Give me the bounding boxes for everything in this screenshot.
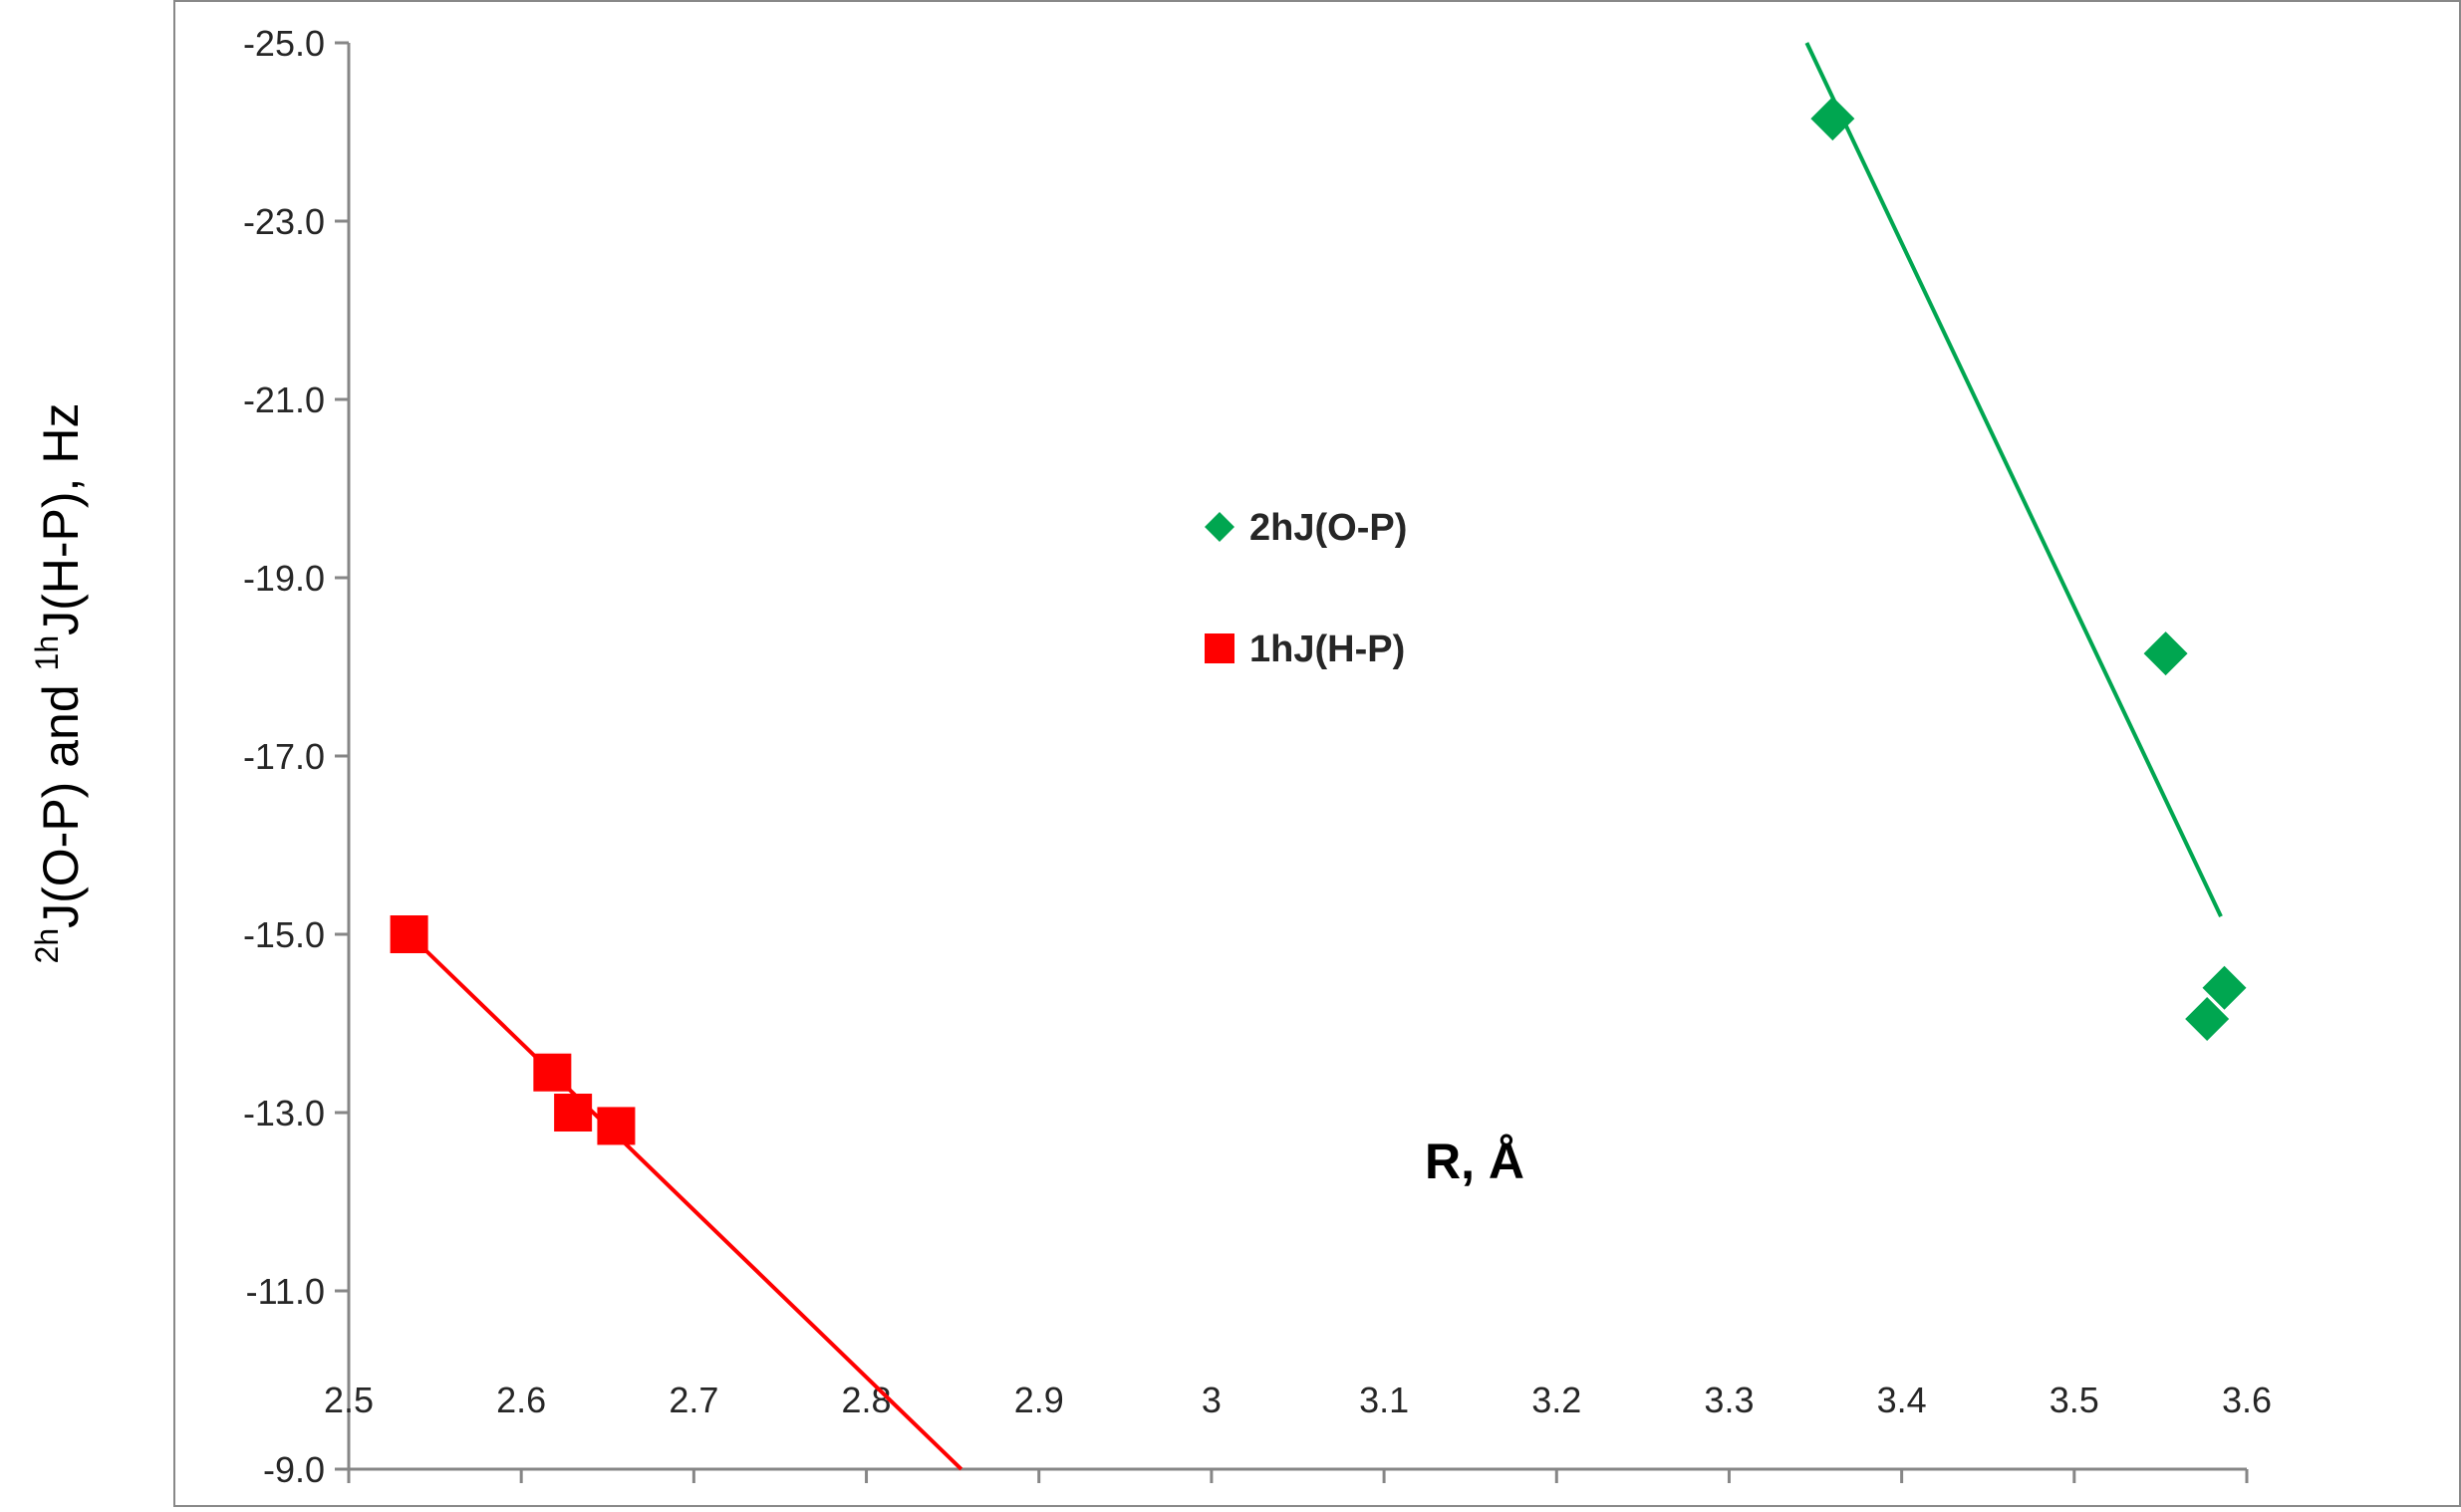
- y-tick-label: -21.0: [243, 379, 325, 420]
- trendline-series-1: [1804, 42, 2223, 917]
- y-tick-label: -13.0: [243, 1093, 325, 1134]
- x-tick-label: 3: [1202, 1380, 1222, 1420]
- data-point-square: [554, 1094, 593, 1132]
- x-tick-label: 3.5: [2050, 1380, 2099, 1420]
- x-tick-label: 3.3: [1704, 1380, 1754, 1420]
- x-tick-label: 3.4: [1877, 1380, 1927, 1420]
- x-tick-label: 3.1: [1359, 1380, 1409, 1420]
- y-tick-label: -15.0: [243, 914, 325, 955]
- y-axis-title-part-1: J(O-P) and: [33, 670, 89, 927]
- data-point-square: [533, 1053, 572, 1092]
- data-point-square: [390, 915, 428, 953]
- x-axis-title: R, Å: [1425, 1134, 1524, 1189]
- x-tick-label: 3.2: [1531, 1380, 1581, 1420]
- data-point-diamond: [2202, 965, 2247, 1010]
- y-tick-label: -23.0: [243, 201, 325, 242]
- legend-marker-diamond: [1205, 512, 1234, 542]
- x-tick-label: 3.6: [2222, 1380, 2272, 1420]
- chart-area-border: [173, 0, 2461, 1507]
- x-tick-label: 2.5: [324, 1380, 374, 1420]
- y-tick-label: -11.0: [246, 1271, 325, 1312]
- trendline-series-2: [408, 932, 963, 1471]
- x-tick-label: 2.7: [669, 1380, 718, 1420]
- data-point-diamond: [2185, 997, 2230, 1042]
- legend: 2hJ(O-P) 1hJ(H-P): [1205, 507, 1407, 670]
- y-tick-label: -9.0: [263, 1449, 325, 1490]
- data-points: [390, 97, 2247, 1145]
- y-tick-label: -17.0: [243, 736, 325, 777]
- data-point-diamond: [1810, 97, 1855, 141]
- y-axis-title-sup-1: 2h: [29, 928, 65, 964]
- trendlines: [408, 42, 2223, 1471]
- data-point-square: [597, 1107, 636, 1145]
- y-axis-title-part-2: J(H-P), Hz: [33, 403, 89, 635]
- axes: -25.0 -23.0 -21.0 -19.0 -17.0 -15.0 -13.0 -11.0…: [243, 23, 2272, 1490]
- legend-marker-square: [1205, 633, 1234, 663]
- data-point-diamond: [2143, 631, 2188, 676]
- x-tick-label: 2.9: [1014, 1380, 1064, 1420]
- y-axis-title: 2hJ(O-P) and 1hJ(H-P), Hz: [29, 403, 89, 964]
- legend-label-series-1: 2hJ(O-P): [1249, 507, 1407, 549]
- x-tick-label: 2.8: [842, 1380, 892, 1420]
- y-tick-label: -19.0: [243, 558, 325, 599]
- legend-label-series-2: 1hJ(H-P): [1249, 629, 1405, 670]
- x-tick-label: 2.6: [496, 1380, 546, 1420]
- y-tick-label: -25.0: [243, 23, 325, 64]
- y-axis-title-sup-2: 1h: [29, 635, 65, 671]
